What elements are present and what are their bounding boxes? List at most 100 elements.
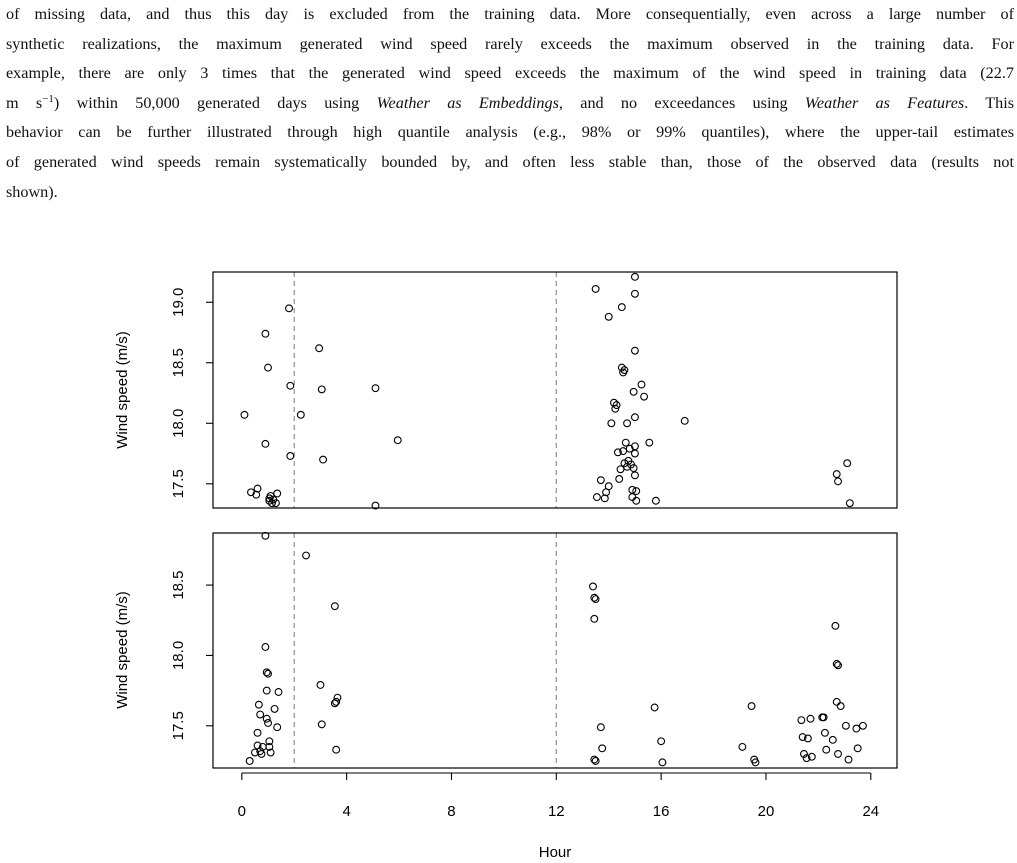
data-point bbox=[637, 380, 646, 389]
data-point bbox=[371, 384, 380, 393]
data-point bbox=[393, 436, 402, 445]
data-point bbox=[845, 499, 854, 508]
y-axis-label: Wind speed (m/s) bbox=[114, 591, 131, 709]
data-point bbox=[852, 724, 861, 733]
data-point bbox=[330, 602, 339, 611]
data-point bbox=[615, 475, 624, 483]
data-point bbox=[591, 757, 600, 765]
y-tick-label: 19.0 bbox=[170, 288, 187, 317]
paragraph-line: m s−1) within 50,000 generated days usin… bbox=[6, 89, 1014, 119]
data-point bbox=[800, 749, 808, 758]
data-point bbox=[261, 531, 270, 540]
data-point bbox=[834, 661, 842, 670]
data-point bbox=[613, 448, 622, 457]
paragraph-line: of missing data, and thus this day is ex… bbox=[6, 5, 1014, 23]
data-point bbox=[831, 621, 840, 630]
x-tick-label: 24 bbox=[862, 803, 879, 820]
y-tick-label: 18.0 bbox=[170, 641, 187, 670]
unit-text: m s bbox=[6, 93, 43, 112]
data-point bbox=[657, 737, 666, 746]
data-point bbox=[332, 745, 341, 754]
data-point bbox=[797, 716, 806, 725]
data-point bbox=[630, 449, 639, 458]
data-point bbox=[807, 752, 816, 761]
data-point bbox=[658, 758, 667, 767]
data-point bbox=[262, 668, 271, 677]
data-point bbox=[265, 496, 274, 505]
data-point bbox=[747, 702, 756, 711]
data-point bbox=[262, 714, 271, 723]
body-paragraph: of missing data, and thus this day is ex… bbox=[6, 0, 1014, 207]
data-point bbox=[611, 404, 620, 413]
data-point bbox=[245, 757, 254, 765]
data-point bbox=[630, 413, 639, 422]
data-point bbox=[591, 595, 600, 604]
data-point bbox=[630, 471, 639, 480]
data-point bbox=[832, 470, 841, 479]
data-point bbox=[630, 272, 639, 281]
data-point bbox=[317, 385, 326, 394]
data-point bbox=[332, 697, 341, 706]
text-run: , and no exceedances using bbox=[558, 93, 805, 112]
data-point bbox=[853, 744, 862, 753]
data-point bbox=[598, 744, 607, 753]
data-point bbox=[629, 387, 638, 396]
data-point bbox=[317, 720, 326, 729]
data-point bbox=[617, 363, 626, 372]
data-point bbox=[274, 688, 283, 696]
data-point bbox=[803, 734, 812, 743]
data-point bbox=[316, 681, 325, 689]
data-point bbox=[632, 487, 641, 496]
data-point bbox=[844, 755, 853, 764]
data-point bbox=[596, 476, 605, 485]
data-point bbox=[319, 455, 328, 464]
data-point bbox=[286, 452, 295, 460]
x-tick-label: 0 bbox=[238, 803, 246, 820]
data-point bbox=[640, 392, 649, 401]
data-point bbox=[592, 493, 601, 502]
data-point bbox=[607, 419, 616, 428]
data-point bbox=[841, 721, 850, 730]
data-point bbox=[836, 702, 845, 711]
method-name-embeddings: Weather as Embeddings bbox=[376, 93, 559, 112]
data-point bbox=[819, 713, 828, 722]
data-point bbox=[261, 439, 270, 448]
data-point bbox=[822, 745, 831, 754]
text-run: ) within 50,000 generated days using bbox=[53, 93, 377, 112]
data-point bbox=[604, 312, 613, 321]
data-point bbox=[645, 438, 654, 447]
data-point bbox=[629, 464, 638, 473]
data-point bbox=[371, 501, 380, 510]
data-point bbox=[262, 686, 271, 695]
data-point bbox=[650, 703, 659, 712]
x-tick-label: 4 bbox=[342, 803, 350, 820]
data-point bbox=[589, 582, 597, 591]
data-point bbox=[680, 416, 689, 425]
plot-frame bbox=[212, 271, 898, 509]
data-point bbox=[296, 410, 305, 419]
data-point bbox=[738, 742, 747, 751]
method-name-features: Weather as Features bbox=[804, 93, 965, 112]
data-point bbox=[256, 710, 265, 719]
data-point bbox=[590, 614, 599, 623]
y-axis-label: Wind speed (m/s) bbox=[114, 331, 131, 449]
data-point bbox=[261, 643, 270, 651]
x-tick-label: 8 bbox=[447, 803, 455, 820]
data-point bbox=[271, 499, 280, 508]
x-tick-label: 20 bbox=[758, 803, 775, 820]
text-run: . This bbox=[964, 93, 1015, 112]
data-point bbox=[315, 344, 324, 353]
data-point bbox=[253, 484, 262, 493]
data-point bbox=[270, 704, 279, 713]
data-point bbox=[632, 496, 641, 505]
data-point bbox=[254, 700, 263, 709]
y-tick-label: 17.5 bbox=[170, 711, 187, 740]
data-point bbox=[617, 303, 626, 312]
data-point bbox=[623, 419, 632, 428]
paragraph-line: of generated wind speeds remain systemat… bbox=[6, 152, 1014, 171]
unit-exponent: −1 bbox=[42, 92, 54, 105]
paragraph-line: shown). bbox=[6, 182, 58, 201]
data-point bbox=[285, 304, 293, 313]
data-point bbox=[265, 737, 274, 746]
